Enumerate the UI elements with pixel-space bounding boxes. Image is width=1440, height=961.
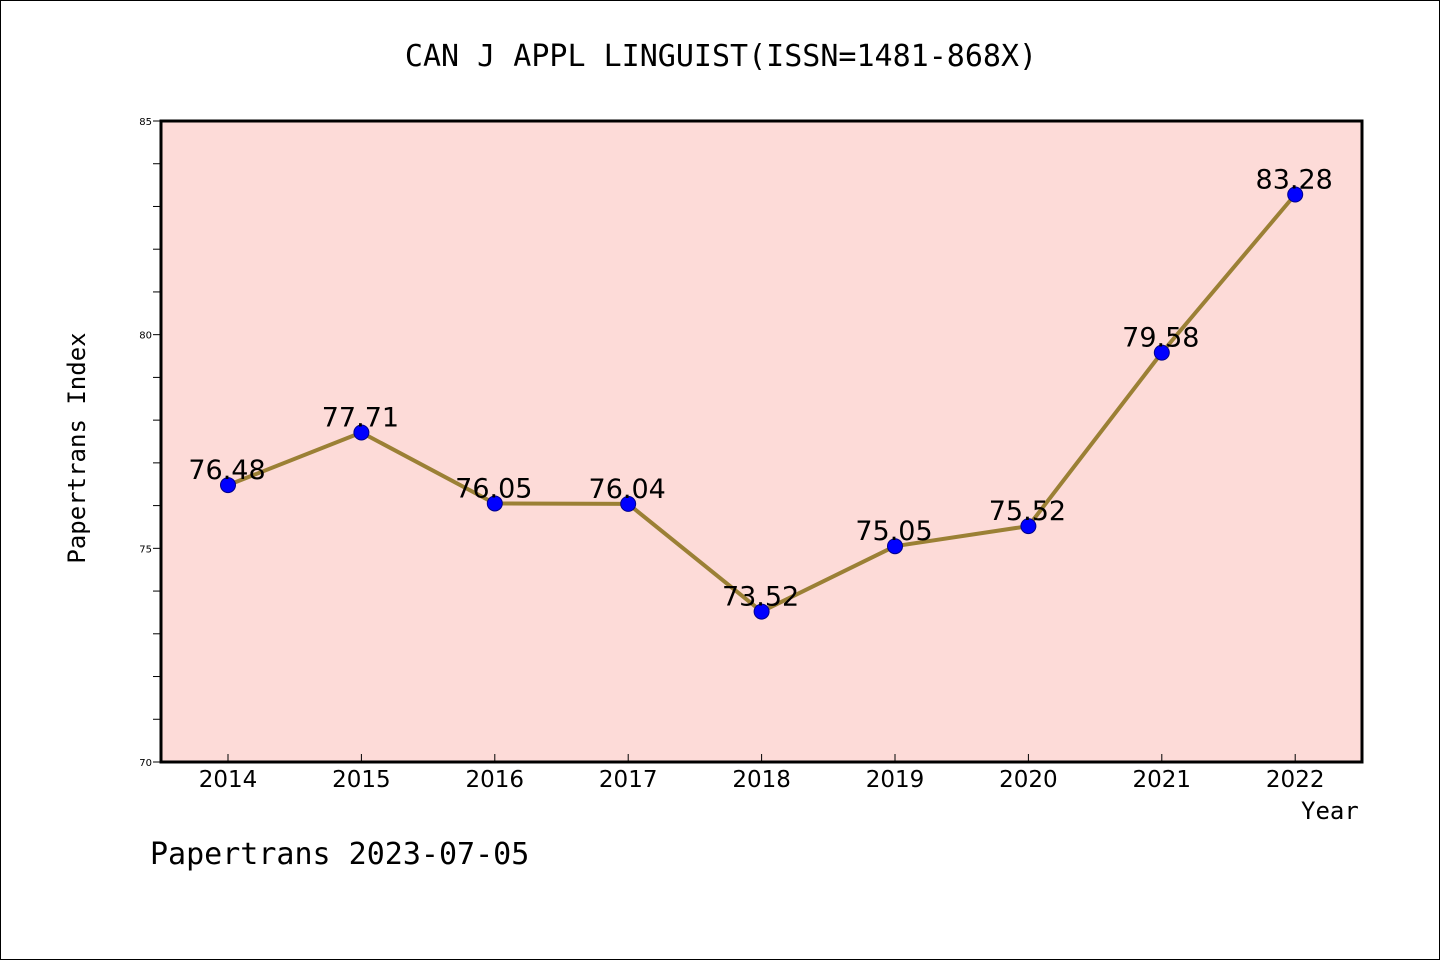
data-label: 75.05	[855, 516, 932, 547]
y-tick-label: 75	[139, 544, 152, 555]
data-point-marker	[220, 477, 236, 494]
data-label: 76.04	[589, 474, 666, 505]
x-tick-label: 2022	[1266, 767, 1325, 793]
data-label: 76.05	[455, 473, 532, 504]
plot-frame	[159, 119, 1364, 764]
x-tick-label: 2019	[866, 767, 925, 793]
footer-note: Papertrans 2023-07-05	[150, 837, 530, 872]
y-tick-label: 80	[139, 331, 152, 342]
x-tick-label: 2016	[466, 767, 525, 793]
data-point-marker	[1153, 344, 1170, 361]
data-point-marker	[353, 424, 370, 441]
data-label: 83.28	[1256, 165, 1333, 196]
data-point-marker	[887, 538, 903, 555]
plot-area	[161, 121, 1362, 762]
x-axis-label: Year	[1301, 797, 1359, 825]
data-label: 73.52	[722, 582, 799, 613]
data-point-marker	[1287, 186, 1304, 203]
x-ticks: 2014 2015 2016 2017 2018 2019 2020 2021 2022	[199, 754, 1325, 793]
x-tick-label: 2021	[1133, 767, 1192, 793]
data-point-marker	[486, 495, 503, 512]
series-markers	[220, 186, 1304, 620]
data-point-marker	[753, 603, 770, 620]
y-tick-label: 85	[139, 117, 152, 128]
data-point-marker	[620, 495, 637, 512]
x-tick-label: 2015	[332, 767, 391, 793]
data-label: 77.71	[322, 403, 399, 434]
data-point-marker	[1020, 518, 1037, 535]
data-label: 76.48	[188, 455, 265, 486]
data-label: 75.52	[989, 496, 1066, 527]
y-tick-label: 70	[139, 758, 152, 769]
x-tick-label: 2018	[732, 767, 791, 793]
x-tick-label: 2014	[199, 767, 258, 793]
y-major-ticks: 70 75 80 85	[139, 117, 161, 769]
chart-title: CAN J APPL LINGUIST(ISSN=1481-868X)	[404, 39, 1038, 74]
x-tick-label: 2020	[999, 767, 1058, 793]
x-tick-label: 2017	[599, 767, 658, 793]
data-labels: 76.48 77.71 76.05 76.04 73.52 75.05 75.52 79.58…	[188, 165, 1332, 613]
data-label: 79.58	[1122, 323, 1199, 354]
